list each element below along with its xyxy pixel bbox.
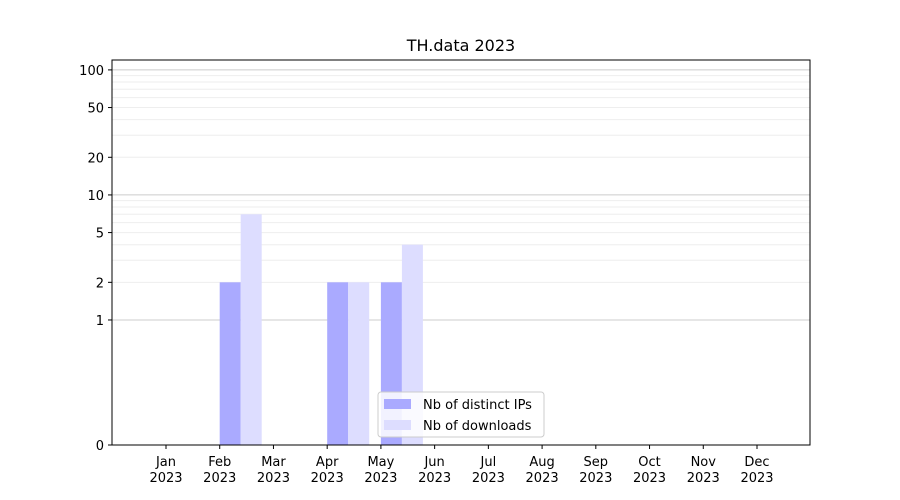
y-tick-label: 5: [96, 227, 104, 242]
x-tick-label-year: 2023: [149, 471, 182, 486]
x-tick-label-year: 2023: [740, 471, 773, 486]
legend-label: Nb of downloads: [423, 419, 532, 434]
y-tick-label: 100: [79, 64, 104, 79]
x-tick-label-year: 2023: [579, 471, 612, 486]
y-tick-label: 10: [87, 189, 104, 204]
x-tick-label-year: 2023: [472, 471, 505, 486]
bar-downloads-apr: [348, 282, 370, 445]
x-tick-label-month: Oct: [638, 455, 660, 470]
y-tick-label: 1: [96, 314, 104, 329]
x-tick-label-month: Sep: [584, 455, 609, 470]
grid-lines: [112, 69, 810, 321]
legend-label: Nb of distinct IPs: [423, 398, 532, 413]
x-tick-label-year: 2023: [418, 471, 451, 486]
legend-swatch: [384, 399, 411, 409]
x-tick-label-month: Jan: [155, 455, 176, 470]
x-tick-label-year: 2023: [311, 471, 344, 486]
y-axis: 0 1 2 5 10 20 50 100: [79, 64, 112, 454]
x-tick-label-year: 2023: [633, 471, 666, 486]
x-tick-label-month: Apr: [316, 455, 339, 470]
chart-title: TH.data 2023: [406, 36, 515, 55]
y-tick-label: 50: [87, 102, 104, 117]
legend-box: [377, 391, 545, 438]
x-axis: Jan2023Feb2023Mar2023Apr2023May2023Jun20…: [149, 445, 774, 486]
legend-swatch: [384, 420, 411, 430]
bar-distinct-ips-apr: [327, 282, 349, 445]
x-tick-label-month: May: [367, 455, 394, 470]
x-tick-label-month: Dec: [744, 455, 769, 470]
bar-distinct-ips-feb: [219, 282, 241, 445]
x-tick-label-year: 2023: [203, 471, 236, 486]
x-tick-label-year: 2023: [257, 471, 290, 486]
x-tick-label-month: Aug: [529, 455, 554, 470]
plot-area-frame: [111, 59, 811, 446]
x-tick-label-month: Jun: [423, 455, 444, 470]
x-tick-label-year: 2023: [364, 471, 397, 486]
y-tick-label: 2: [96, 276, 104, 291]
x-tick-label-month: Mar: [261, 455, 286, 470]
bar-downloads-feb: [240, 214, 262, 445]
legend: Nb of distinct IPs Nb of downloads: [377, 391, 545, 438]
x-tick-label-month: Nov: [691, 455, 717, 470]
x-tick-label-year: 2023: [687, 471, 720, 486]
x-tick-label-month: Feb: [208, 455, 231, 470]
y-tick-label: 0: [96, 439, 104, 454]
x-tick-label-month: Jul: [480, 455, 497, 470]
x-tick-label-year: 2023: [526, 471, 559, 486]
y-tick-label: 20: [87, 151, 104, 166]
